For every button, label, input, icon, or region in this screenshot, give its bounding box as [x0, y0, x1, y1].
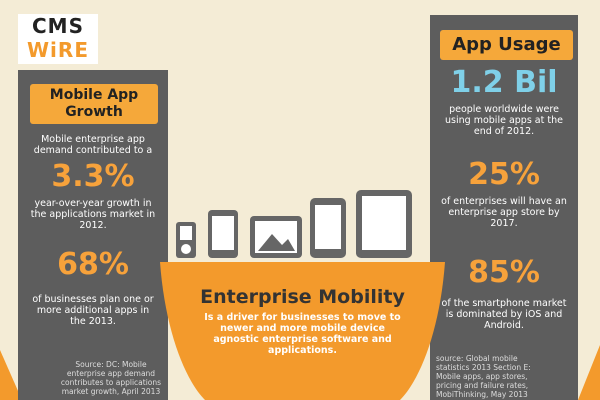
logo-line: WiRE	[27, 38, 89, 62]
logo-line: CMS	[32, 14, 84, 38]
source: Source: DC: Mobile enterprise app demand…	[60, 360, 162, 396]
left-intro: Mobile enterprise app demand contributed…	[33, 134, 153, 156]
corner-wedge	[578, 345, 600, 400]
stat-value: 1.2 Bil	[450, 65, 558, 100]
logo-bg	[18, 14, 98, 64]
logo: CMS WiRE	[20, 14, 96, 62]
devices	[176, 190, 412, 258]
stat-text: year-over-year growth in the application…	[30, 198, 156, 231]
left-title: Mobile App Growth	[30, 84, 158, 124]
stat-value: 68%	[57, 247, 129, 282]
center-title: Enterprise Mobility	[200, 286, 405, 308]
left-panel-bg	[18, 70, 168, 400]
stat-text: of enterprises will have an enterprise a…	[441, 196, 567, 229]
right-panel-bg	[430, 15, 578, 400]
stat-value: 85%	[468, 255, 540, 290]
source: source: Global mobile statistics 2013 Se…	[436, 354, 531, 399]
stat-value: 3.3%	[51, 159, 135, 194]
stat-text: of businesses plan one or more additiona…	[32, 294, 154, 327]
stat-value: 25%	[468, 157, 540, 192]
center-bowl	[160, 262, 445, 400]
stat-text: of the smartphone market is dominated by…	[441, 298, 567, 331]
center-text: Is a driver for businesses to move to ne…	[204, 312, 401, 356]
stat-text: people worldwide were using mobile apps …	[445, 104, 563, 137]
right-title: App Usage	[440, 30, 573, 60]
corner-wedge	[0, 350, 22, 400]
